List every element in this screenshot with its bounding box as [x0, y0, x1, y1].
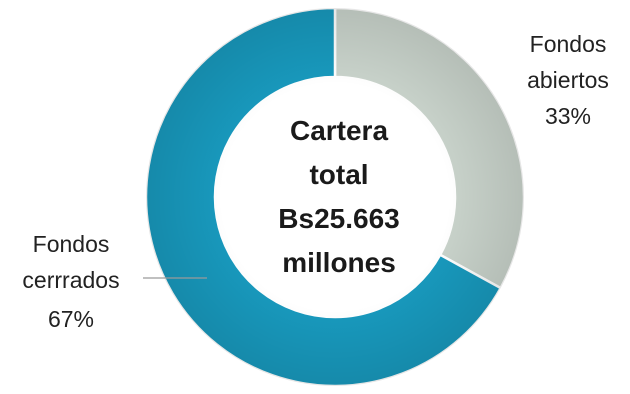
slice-value-cerrados: 67% — [48, 306, 94, 332]
slice-label-abiertos: Fondos abiertos 33% — [527, 31, 609, 129]
center-text-line-1: Cartera — [290, 115, 388, 146]
center-text-line-4: millones — [282, 247, 396, 278]
center-text: Cartera total Bs25.663 millones — [278, 115, 399, 278]
slices-group — [144, 6, 526, 388]
center-text-line-2: total — [309, 159, 368, 190]
slice-label-cerrados: Fondos cerrrados 67% — [22, 231, 119, 332]
slice-value-abiertos: 33% — [545, 103, 591, 129]
slice-label-cerrados-line-1: Fondos — [33, 231, 110, 257]
center-text-line-3: Bs25.663 — [278, 203, 399, 234]
slice-label-abiertos-line-2: abiertos — [527, 67, 609, 93]
slice-label-cerrados-line-2: cerrrados — [22, 267, 119, 293]
slice-label-abiertos-line-1: Fondos — [530, 31, 607, 57]
